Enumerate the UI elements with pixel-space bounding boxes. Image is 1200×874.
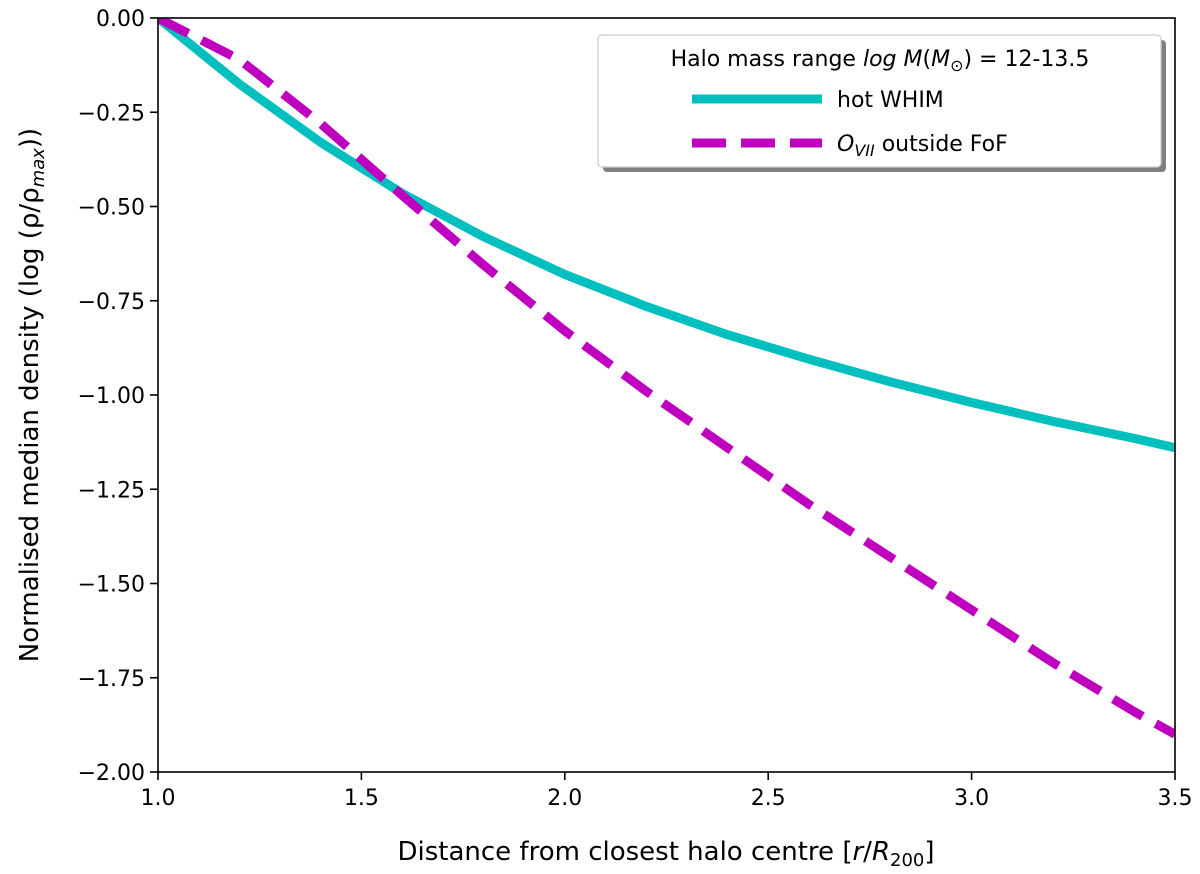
y-tick-label: −1.75 [78,667,145,692]
x-tick-label: 1.0 [141,786,176,811]
y-tick-label: −1.00 [78,384,145,409]
y-tick-label: −1.25 [78,478,145,503]
legend: Halo mass range log M(M⊙) = 12-13.5 hot … [597,34,1166,172]
x-tick-label: 1.5 [344,786,379,811]
legend-label-hot-whim: hot WHIM [837,88,944,113]
series-layer [158,18,1175,739]
series-line-hot-whim [158,18,1175,453]
y-tick-label: −0.75 [78,290,145,315]
y-tick-label: −0.25 [78,101,145,126]
y-tick-label: −2.00 [78,761,145,786]
legend-box [597,34,1162,168]
series-line-ovii-outside-fof [158,18,1175,739]
y-tick-label: −1.50 [78,573,145,598]
x-axis-ticks: 1.0 1.5 2.0 2.5 3.0 3.5 [141,772,1193,811]
y-axis-label: Normalised median density (log (ρ/ρmax)) [15,128,49,662]
y-axis-ticks: 0.00 −0.25 −0.50 −0.75 −1.00 −1.25 −1.50 −1.75 −… [78,7,158,786]
legend-title: Halo mass range log M(M⊙) = 12-13.5 [671,47,1090,75]
x-tick-label: 3.0 [954,786,989,811]
x-tick-label: 2.5 [751,786,786,811]
y-tick-label: 0.00 [96,7,145,32]
x-tick-label: 3.5 [1158,786,1193,811]
legend-label-ovii-outside-fof: OVII outside FoF [837,132,1008,160]
x-axis-label: Distance from closest halo centre [r/R20… [397,837,934,871]
x-tick-label: 2.0 [547,786,582,811]
y-tick-label: −0.50 [78,196,145,221]
